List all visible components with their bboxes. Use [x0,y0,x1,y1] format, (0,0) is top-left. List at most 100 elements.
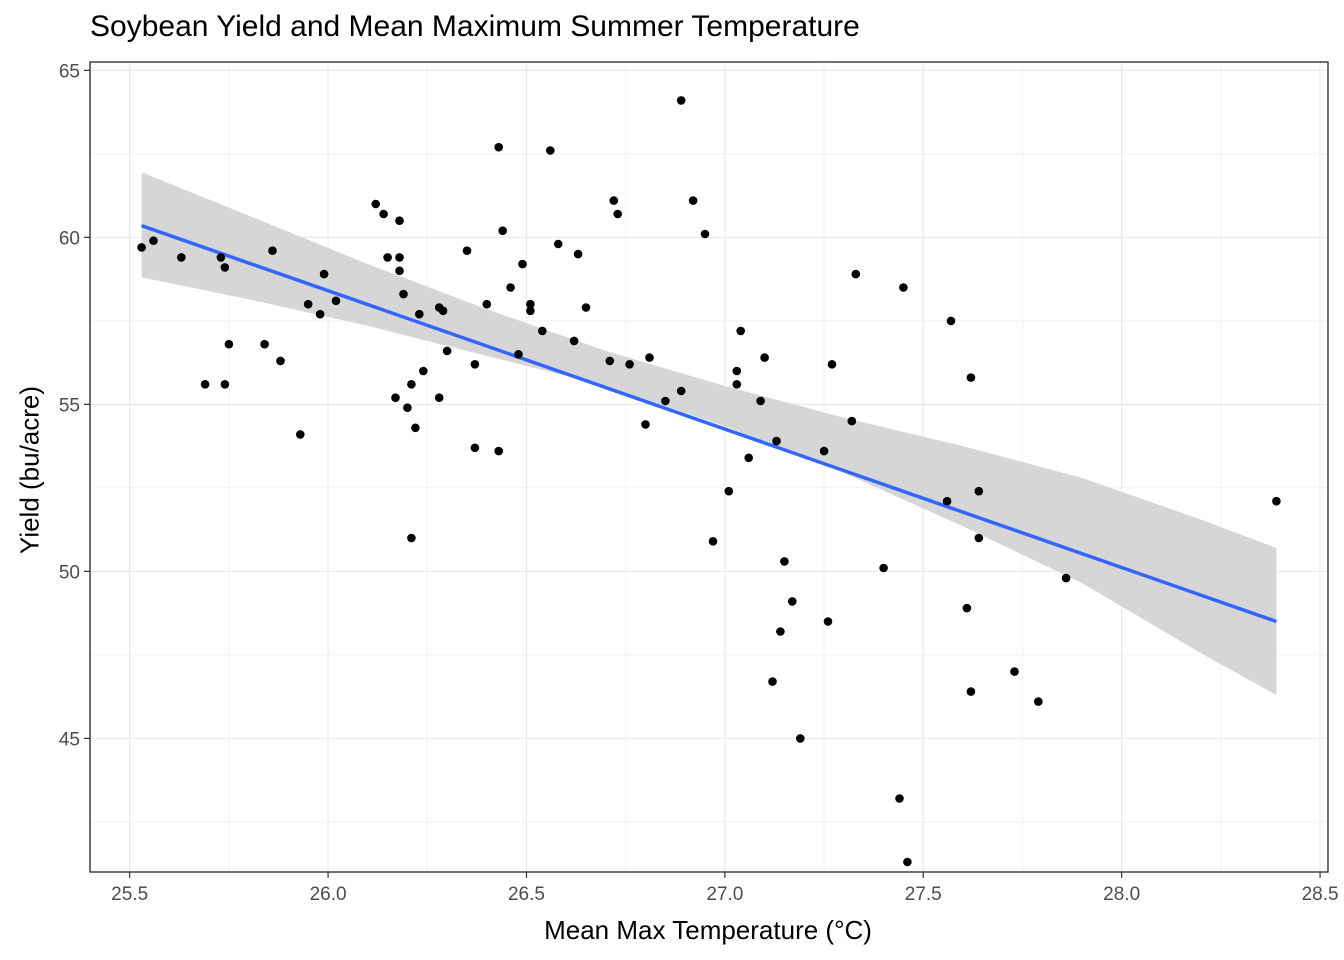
data-point [494,142,504,152]
data-point [819,446,829,456]
data-point [796,734,805,743]
data-point [756,396,765,406]
data-point [827,360,837,369]
data-point [438,306,448,316]
data-point [546,146,555,155]
x-tick-label: 27.5 [905,884,942,905]
data-point [676,96,686,105]
data-point [319,269,329,279]
data-point [1272,496,1281,506]
data-point [851,269,861,279]
data-point [788,597,797,606]
data-point [688,196,698,205]
data-point [407,380,416,389]
data-point [419,366,428,376]
data-point [411,423,420,433]
data-point [220,380,230,389]
x-tick-label: 27.0 [706,884,743,905]
x-tick-label: 28.0 [1103,884,1140,905]
grid-major [90,62,1328,872]
data-point [296,430,305,439]
data-point [899,283,908,292]
x-axis-label: Mean Max Temperature (°C) [544,915,872,945]
data-point [903,857,912,867]
y-tick-label: 55 [59,395,80,416]
data-point [526,306,535,316]
data-point [744,453,753,463]
data-point [407,533,416,543]
data-point [470,360,480,369]
y-tick-label: 50 [59,562,80,583]
data-point [383,253,392,262]
data-point [847,416,857,426]
data-point [966,373,976,382]
data-point [605,356,615,366]
data-point [216,253,226,262]
data-point [974,486,984,496]
data-point [780,557,789,566]
data-point [200,380,210,389]
chart-title: Soybean Yield and Mean Maximum Summer Te… [90,10,860,43]
data-point [149,236,158,245]
data-point [1061,573,1071,583]
data-point [518,259,527,269]
data-point [220,263,230,272]
data-point [303,299,313,309]
data-point [569,336,579,346]
y-tick-label: 45 [59,729,80,750]
plot-border [89,61,1329,873]
data-point [526,299,535,309]
data-point [538,326,547,336]
y-ticks: 45 50 55 60 65 [59,61,90,750]
data-point [645,353,654,362]
data-point [776,627,785,636]
data-point [462,246,472,255]
data-point [895,794,904,803]
data-point [613,209,622,219]
data-point [974,533,984,543]
data-point [553,239,563,249]
data-point [700,229,710,239]
data-point [942,496,952,506]
data-point [581,303,591,312]
data-point [879,563,888,573]
data-point [1010,667,1019,676]
data-point [403,403,412,413]
data-point [823,617,833,626]
data-point [415,309,424,319]
data-point [625,360,634,369]
data-point [609,196,619,205]
data-point [470,443,480,453]
data-point [331,296,341,306]
data-point [732,366,742,376]
data-point [498,226,508,235]
data-point [760,353,769,362]
x-tick-label: 25.5 [111,884,148,905]
x-ticks: 25.5 26.0 26.5 27.0 27.5 28.0 28.5 [111,872,1339,905]
data-point [399,289,408,299]
data-point [736,326,745,336]
data-point [371,199,381,209]
data-point [962,603,972,613]
data-point [506,283,515,292]
x-tick-label: 28.5 [1302,884,1339,905]
data-point [260,339,269,349]
data-point [708,537,718,546]
data-point [379,209,388,219]
data-point [391,393,400,403]
data-point [641,420,650,429]
y-tick-label: 65 [59,61,80,82]
data-point [768,677,777,686]
data-point [395,216,404,225]
data-point [482,299,492,309]
data-point [268,246,277,255]
data-point [966,687,976,696]
confidence-band [141,172,1277,695]
data-point [137,243,146,252]
data-point [946,316,956,326]
data-point [573,249,583,259]
data-point [1034,697,1043,706]
trend-line [141,224,1277,624]
points-layer [137,96,1281,867]
